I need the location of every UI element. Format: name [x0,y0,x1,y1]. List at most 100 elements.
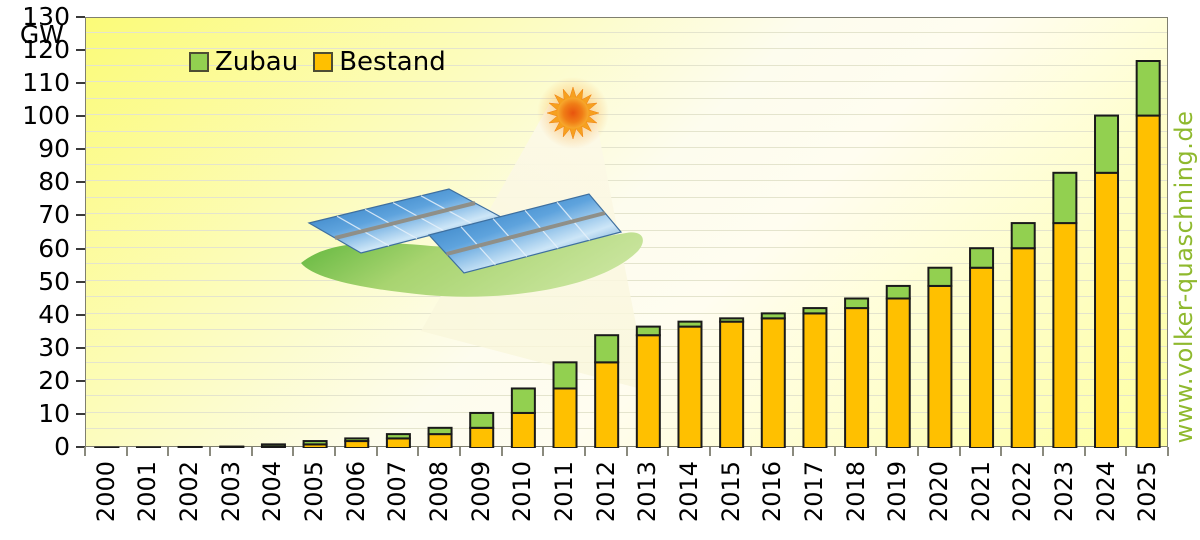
x-axis-label-2003: 2003 [216,461,245,523]
x-axis-label-2021: 2021 [966,461,995,523]
y-axis-label: 70 [38,200,70,230]
x-axis-tick [833,447,836,456]
x-axis-label-2010: 2010 [508,461,537,523]
x-axis-tick [208,447,211,456]
x-axis-label-2006: 2006 [341,461,370,523]
x-axis-tick [125,447,128,456]
legend-label-zubau: Zubau [215,47,299,77]
y-axis-label: 120 [22,35,70,65]
legend-item-bestand: Bestand [313,47,446,77]
y-axis-label: 80 [38,167,70,197]
solar-illustration [301,77,649,391]
x-axis-label-2019: 2019 [883,461,912,523]
gridline [86,411,1167,413]
x-axis-label-2004: 2004 [258,461,287,523]
bar-segment-zubau-2009 [469,411,495,429]
y-axis-tick [76,446,85,448]
bar-segment-bestand-2006 [344,440,370,448]
bar-segment-bestand-2022 [1010,247,1036,448]
x-axis-label-2022: 2022 [1008,461,1037,523]
gridline [86,213,1167,215]
bar-segment-bestand-2011 [552,387,578,448]
x-axis-tick [958,447,961,456]
bar-segment-zubau-2007 [385,433,411,440]
x-axis-label-2020: 2020 [924,461,953,523]
y-axis-tick [76,280,85,283]
x-axis-tick [1125,447,1128,456]
bar-segment-zubau-2022 [1010,222,1036,250]
bar-segment-bestand-2008 [427,433,453,448]
bar-segment-bestand-2014 [677,325,703,448]
bar-segment-bestand-2019 [885,297,911,448]
gridline [86,114,1167,116]
x-axis-tick [708,447,711,456]
x-axis-label-2025: 2025 [1133,461,1162,523]
gridline [86,130,1167,132]
y-axis-tick [76,412,85,415]
x-axis-tick [750,447,753,456]
legend-item-zubau: Zubau [189,47,298,77]
bars-layer [94,60,1161,448]
y-axis-label: 100 [22,101,70,131]
y-axis-tick [76,247,85,250]
x-axis-label-2011: 2011 [550,461,579,523]
gridline [86,395,1167,397]
bar-segment-zubau-2021 [969,247,995,269]
y-axis-label: 10 [38,398,70,428]
x-axis-label-2023: 2023 [1049,461,1078,523]
x-axis-tick [84,447,86,456]
y-axis-label: 110 [22,68,70,98]
x-axis-label-2018: 2018 [841,461,870,523]
x-axis-label-2017: 2017 [799,461,828,523]
bar-segment-bestand-2012 [594,361,620,448]
x-axis-tick [458,447,461,456]
bar-segment-zubau-2004 [260,443,286,448]
bar-segment-zubau-2015 [719,317,745,323]
bar-segment-zubau-2024 [1094,114,1120,174]
x-axis-tick [792,447,795,456]
y-axis-tick [76,16,85,18]
x-axis-label-2009: 2009 [466,461,495,523]
bar-segment-zubau-2017 [802,307,828,315]
gridline [86,163,1167,165]
gridline [86,48,1167,50]
bar-segment-zubau-2025 [1135,60,1161,117]
zubau-swatch-icon [189,52,209,72]
x-axis-tick [375,447,378,456]
x-axis-tick [875,447,878,456]
bar-segment-bestand-2016 [760,317,786,448]
x-axis-label-2014: 2014 [674,461,703,523]
x-axis-tick [167,447,170,456]
bar-segment-zubau-2012 [594,334,620,364]
x-axis-label-2012: 2012 [591,461,620,523]
x-axis-tick [417,447,420,456]
gridline [86,97,1167,99]
y-axis-tick [76,313,85,316]
y-axis-label: 30 [38,332,70,362]
x-axis-label-2007: 2007 [383,461,412,523]
bar-segment-bestand-2021 [969,266,995,448]
x-axis-label-2008: 2008 [425,461,454,523]
gridline [86,180,1167,182]
x-axis-label-2024: 2024 [1091,461,1120,523]
x-axis-tick [625,447,628,456]
bar-segment-bestand-2020 [927,284,953,448]
x-axis-tick [667,447,670,456]
y-axis-label: 90 [38,134,70,164]
bar-segment-zubau-2008 [427,426,453,436]
x-axis-tick [1167,447,1169,456]
bar-segment-zubau-2023 [1052,171,1078,225]
plot-area: Zubau Bestand [85,17,1168,448]
bar-segment-bestand-2015 [719,320,745,448]
x-axis-tick [1000,447,1003,456]
x-axis-label-2015: 2015 [716,461,745,523]
gridline [86,81,1167,83]
bar-segment-zubau-2016 [760,312,786,320]
bar-segment-zubau-2011 [552,361,578,390]
gridline [86,428,1167,430]
bar-segment-zubau-2005 [302,440,328,446]
bar-segment-bestand-2017 [802,312,828,448]
gridline [86,230,1167,231]
x-axis-tick [917,447,920,456]
